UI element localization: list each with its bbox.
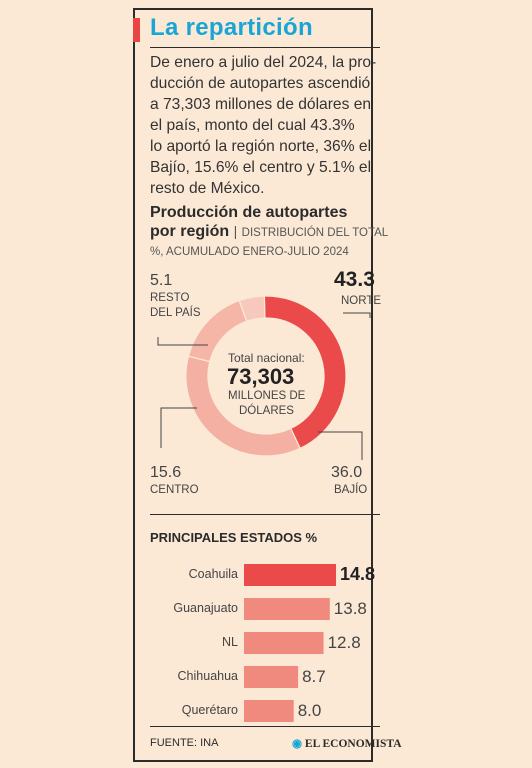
bar-category-label: Chihuahua <box>177 669 238 683</box>
donut-center-value: 73,303 <box>227 364 295 389</box>
donut-center-caption: Total nacional: <box>228 351 305 365</box>
label-resto-name-1: RESTO <box>150 292 190 304</box>
donut-subtitle-line-1: Producción de autopartes <box>150 204 348 221</box>
bar-value-label: 12.8 <box>327 633 361 652</box>
leader-bajio <box>318 431 363 460</box>
bar-category-label: Guanajuato <box>173 601 238 615</box>
globe-icon: ◉ <box>292 738 303 750</box>
bar-nl <box>244 632 324 654</box>
states-title: PRINCIPALES ESTADOS % <box>150 530 318 545</box>
donut-center-unit-2: DÓLARES <box>239 405 294 417</box>
donut-center-unit-1: MILLONES DE <box>228 390 306 402</box>
bar-chihuahua <box>244 666 299 688</box>
infographic-title: La repartición <box>150 14 313 41</box>
intro-paragraph: De enero a julio del 2024, la pro- ducci… <box>150 52 376 199</box>
label-bajio-value: 36.0 <box>331 464 363 481</box>
brand-logo: ◉ EL ECONOMISTA <box>292 736 402 750</box>
bar-guanajuato <box>244 598 330 620</box>
intro-line: De enero a julio del 2024, la pro- <box>150 54 377 71</box>
label-centro-name: CENTRO <box>150 484 199 496</box>
bar-coahuila <box>244 564 336 586</box>
intro-line: resto de México. <box>150 180 265 197</box>
donut-subtitle-light: DISTRIBUCIÓN DEL TOTAL <box>241 227 389 239</box>
label-norte-name: NORTE <box>341 295 382 307</box>
bar-category-label: Coahuila <box>188 567 238 581</box>
bar-category-label: NL <box>222 635 238 649</box>
label-resto-value: 5.1 <box>150 272 173 289</box>
bar-querétaro <box>244 700 294 722</box>
intro-line: lo aportó la región norte, 36% el <box>150 138 372 155</box>
bar-value-label: 14.8 <box>340 564 376 584</box>
donut-subtitle-line-2: por región | DISTRIBUCIÓN DEL TOTAL <box>150 223 388 241</box>
title-divider <box>150 47 380 48</box>
intro-line: a 73,303 millones de dólares en <box>150 96 372 113</box>
label-resto-name-2: DEL PAÍS <box>150 307 201 319</box>
label-centro-value: 15.6 <box>150 464 182 481</box>
intro-line: el país, monto del cual 43.3% <box>150 117 355 134</box>
donut-subtitle-line-3: %, ACUMULADO ENERO-JULIO 2024 <box>150 246 349 258</box>
leader-resto <box>157 337 208 346</box>
intro-line: ducción de autopartes ascendió <box>150 75 371 92</box>
intro-line: Bajío, 15.6% el centro y 5.1% el <box>150 159 372 176</box>
donut-subtitle-bold: por región <box>150 223 230 240</box>
bar-value-label: 8.0 <box>297 701 322 720</box>
label-bajio-name: BAJÍO <box>334 484 368 496</box>
bar-value-label: 13.8 <box>333 599 367 618</box>
bar-value-label: 8.7 <box>302 667 326 686</box>
brand-name: EL ECONOMISTA <box>304 738 402 750</box>
footer-source: FUENTE: INA <box>150 737 219 749</box>
leader-centro <box>160 407 197 448</box>
subtitle-separator: | <box>233 223 238 239</box>
bar-category-label: Querétaro <box>181 703 238 717</box>
label-norte-value: 43.3 <box>334 268 375 291</box>
section-divider <box>150 514 380 515</box>
slice-resto <box>238 295 266 323</box>
title-accent-bar <box>133 18 140 42</box>
leader-norte <box>343 312 371 318</box>
slice-norte <box>263 295 347 450</box>
footer-divider <box>150 726 380 727</box>
